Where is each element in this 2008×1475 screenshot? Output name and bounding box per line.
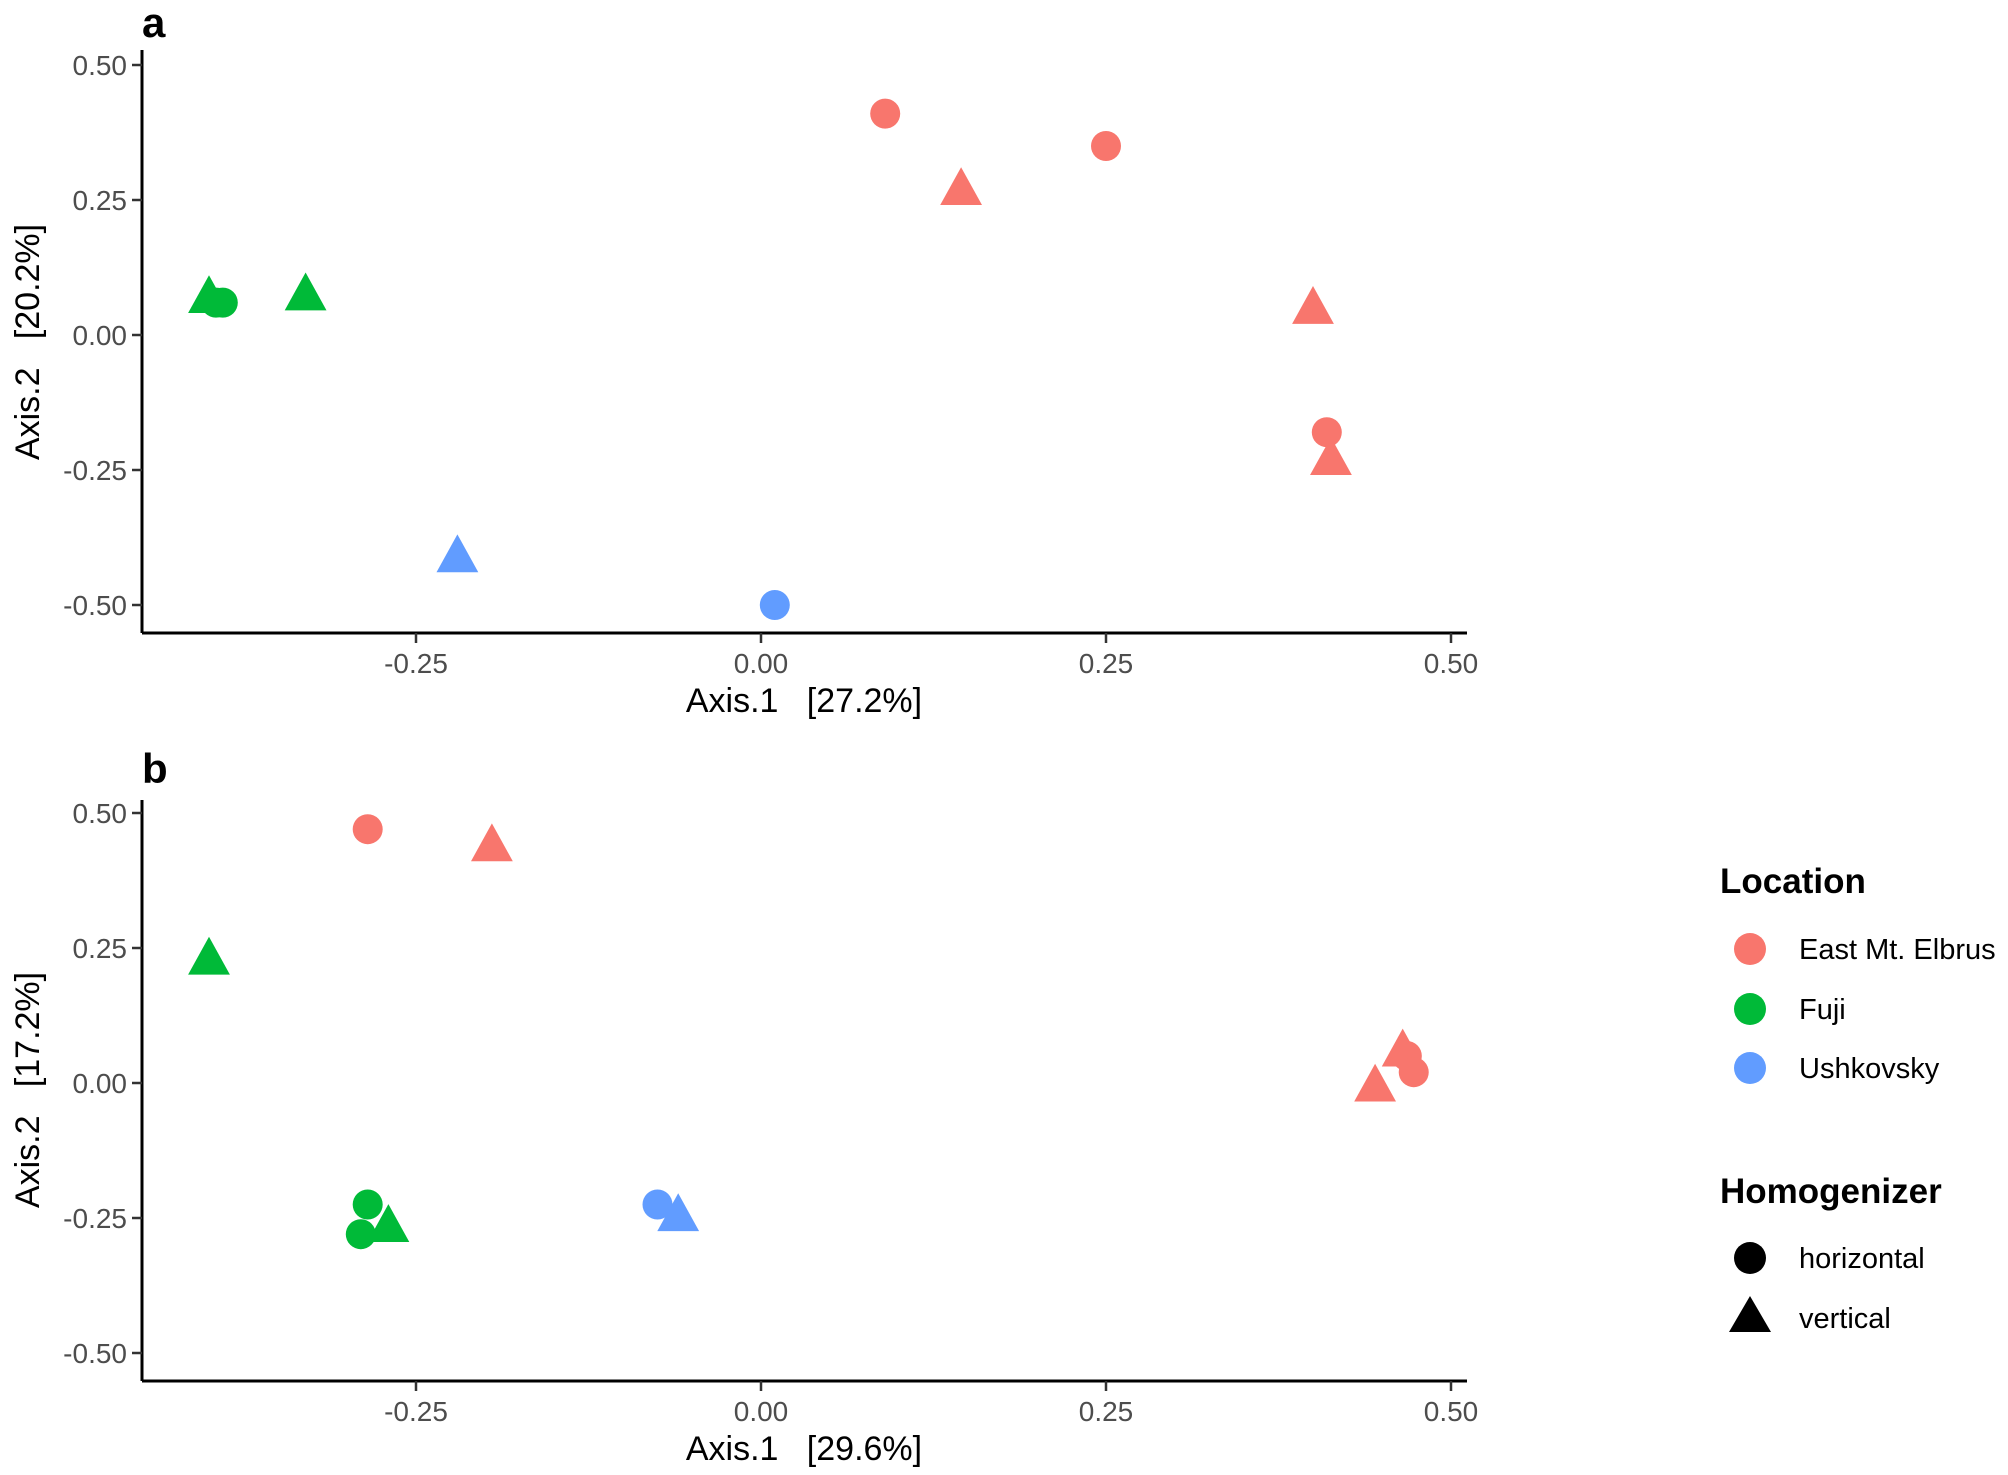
panel-a-point-east-mt-elbrus-vertical bbox=[1292, 286, 1334, 324]
legend-key-vertical-triangle bbox=[1729, 1296, 1771, 1332]
legend-label-fuji: Fuji bbox=[1799, 994, 1846, 1026]
panel-b-x-tick-label: 0.00 bbox=[734, 1396, 789, 1427]
legend: Location East Mt. Elbrus Fuji Ushkovsky … bbox=[1720, 862, 1996, 1335]
panel-b-point-ushkovsky-vertical bbox=[657, 1193, 700, 1232]
panel-a-y-tick-label: -0.50 bbox=[63, 590, 127, 621]
panel-b-x-tick-label: -0.25 bbox=[384, 1396, 448, 1427]
legend-label-ushkovsky: Ushkovsky bbox=[1799, 1053, 1940, 1085]
panel-a-point-east-mt-elbrus-vertical bbox=[1310, 437, 1352, 476]
panel-b-point-east-mt-elbrus-vertical bbox=[471, 823, 513, 862]
legend-label-horizontal: horizontal bbox=[1799, 1243, 1925, 1275]
panel-b-point-ushkovsky-horizontal bbox=[642, 1189, 673, 1220]
panel-b-point-east-mt-elbrus-horizontal bbox=[352, 814, 383, 845]
panel-a-point-fuji-horizontal bbox=[207, 287, 238, 318]
panel-a-point-ushkovsky-vertical bbox=[436, 534, 479, 573]
panel-b-point-east-mt-elbrus-vertical bbox=[1354, 1063, 1396, 1102]
panel-a-point-east-mt-elbrus-horizontal bbox=[1091, 131, 1121, 161]
panel-b-point-fuji-horizontal bbox=[345, 1219, 376, 1250]
panel-b-points bbox=[188, 814, 1429, 1250]
panel-b-y-tick-label: 0.50 bbox=[73, 798, 128, 829]
panel-b-y-tick-label: 0.00 bbox=[73, 1068, 128, 1099]
legend-homogenizer-title: Homogenizer bbox=[1720, 1172, 1942, 1211]
panel-b-point-east-mt-elbrus-horizontal bbox=[1398, 1057, 1429, 1088]
panel-b-point-fuji-vertical bbox=[188, 936, 230, 975]
panel-b-tag: b bbox=[142, 745, 168, 792]
panel-b-x-ticks: -0.25 0.00 0.25 0.50 bbox=[384, 1381, 1478, 1427]
panel-a-y-tick-label: 0.50 bbox=[73, 50, 128, 81]
legend-label-east-mt-elbrus: East Mt. Elbrus bbox=[1799, 934, 1996, 966]
panel-a-point-fuji-vertical bbox=[284, 272, 327, 311]
panel-b-point-fuji-horizontal bbox=[352, 1189, 383, 1220]
legend-key-fuji bbox=[1734, 993, 1766, 1025]
panel-a-x-ticks: -0.25 0.00 0.25 0.50 bbox=[384, 633, 1478, 679]
panel-a-point-east-mt-elbrus-horizontal bbox=[1311, 417, 1342, 448]
panel-a-x-tick-label: 0.50 bbox=[1424, 648, 1479, 679]
panel-b-x-axis-title: Axis.1 [29.6%] bbox=[686, 1430, 922, 1468]
panel-b-y-tick-label: -0.50 bbox=[63, 1338, 127, 1369]
legend-key-horizontal-circle bbox=[1734, 1242, 1766, 1274]
panel-b-y-ticks: -0.50 -0.25 0.00 0.25 0.50 bbox=[63, 798, 142, 1369]
panel-a: a -0.50 -0.25 0.00 0.25 0.50 -0.25 0.00 0.25 0.… bbox=[9, 0, 1478, 720]
panel-a-x-axis-title: Axis.1 [27.2%] bbox=[686, 682, 922, 720]
legend-key-ushkovsky bbox=[1734, 1052, 1766, 1084]
panel-b-x-tick-label: 0.50 bbox=[1424, 1396, 1479, 1427]
panel-a-x-tick-label: 0.00 bbox=[734, 648, 789, 679]
panel-a-points bbox=[188, 98, 1352, 620]
panel-b-x-tick-label: 0.25 bbox=[1079, 1396, 1134, 1427]
panel-a-x-tick-label: -0.25 bbox=[384, 648, 448, 679]
panel-b: b -0.50 -0.25 0.00 0.25 0.50 -0.25 0.00 0.25 0.… bbox=[9, 745, 1478, 1468]
panel-b-y-axis-title: Axis.2 [17.2%] bbox=[9, 972, 47, 1208]
panel-a-y-axis-title: Axis.2 [20.2%] bbox=[9, 224, 47, 460]
legend-key-east-mt-elbrus bbox=[1734, 933, 1766, 965]
panel-b-y-tick-label: -0.25 bbox=[63, 1203, 127, 1234]
panel-b-point-fuji-vertical bbox=[367, 1204, 410, 1242]
panel-a-y-tick-label: -0.25 bbox=[63, 455, 127, 486]
panel-a-y-ticks: -0.50 -0.25 0.00 0.25 0.50 bbox=[63, 50, 142, 621]
legend-location-title: Location bbox=[1720, 862, 1866, 901]
panel-a-y-tick-label: 0.25 bbox=[73, 185, 128, 216]
panel-b-y-tick-label: 0.25 bbox=[73, 933, 128, 964]
panel-a-y-tick-label: 0.00 bbox=[73, 320, 128, 351]
panel-a-tag: a bbox=[142, 0, 166, 46]
panel-a-point-east-mt-elbrus-horizontal bbox=[870, 98, 901, 129]
legend-label-vertical: vertical bbox=[1799, 1303, 1891, 1335]
panel-a-x-tick-label: 0.25 bbox=[1079, 648, 1134, 679]
panel-a-point-east-mt-elbrus-vertical bbox=[940, 167, 982, 206]
panel-a-point-ushkovsky-horizontal bbox=[759, 590, 790, 620]
